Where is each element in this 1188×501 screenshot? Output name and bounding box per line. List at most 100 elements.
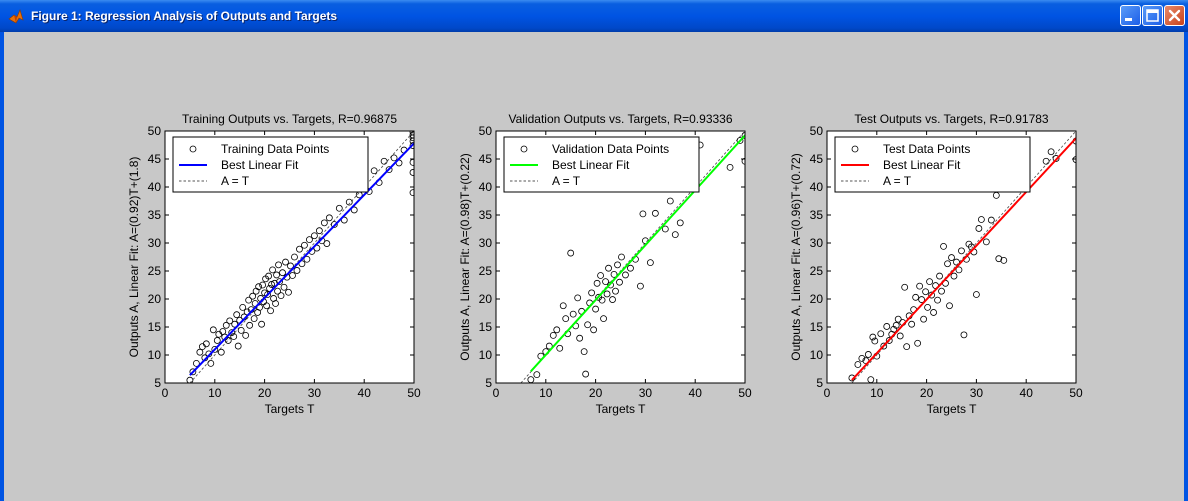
data-point bbox=[880, 342, 888, 350]
data-point bbox=[370, 167, 378, 175]
data-point bbox=[239, 303, 247, 311]
y-tick-label: 50 bbox=[479, 124, 493, 138]
y-tick-label: 5 bbox=[816, 376, 823, 390]
data-point bbox=[226, 317, 234, 325]
x-tick-label: 30 bbox=[970, 386, 984, 400]
data-point bbox=[869, 333, 877, 341]
data-point bbox=[592, 305, 599, 313]
data-point bbox=[637, 282, 644, 290]
x-tick-label: 20 bbox=[258, 386, 272, 400]
data-point bbox=[930, 309, 937, 316]
data-point bbox=[953, 258, 960, 266]
data-point bbox=[233, 311, 241, 319]
data-point bbox=[279, 269, 286, 277]
data-point bbox=[598, 296, 606, 304]
data-point bbox=[545, 342, 553, 350]
legend[interactable]: Test Data Points Best Linear Fit A = T bbox=[834, 136, 1031, 193]
data-point bbox=[858, 354, 866, 362]
data-point bbox=[234, 342, 242, 350]
data-point bbox=[569, 310, 577, 318]
y-tick-label: 35 bbox=[479, 208, 493, 222]
y-tick-label: 30 bbox=[810, 236, 824, 250]
close-button[interactable] bbox=[1164, 5, 1185, 26]
minimize-button[interactable] bbox=[1120, 5, 1141, 26]
data-point bbox=[602, 278, 609, 286]
data-point bbox=[960, 331, 968, 339]
legend-marker-points bbox=[851, 145, 859, 153]
data-point bbox=[950, 272, 958, 280]
data-point bbox=[249, 292, 257, 300]
legend-entry: Validation Data Points bbox=[552, 142, 669, 156]
data-point bbox=[584, 321, 592, 329]
data-point bbox=[603, 290, 611, 298]
legend-marker-points bbox=[189, 145, 197, 153]
x-tick-label: 30 bbox=[308, 386, 322, 400]
data-point bbox=[282, 258, 289, 266]
x-axis-label: Targets T bbox=[927, 402, 977, 416]
data-point bbox=[973, 291, 980, 298]
data-point bbox=[350, 206, 358, 214]
data-point bbox=[934, 296, 941, 304]
data-point bbox=[666, 197, 674, 205]
data-point bbox=[280, 283, 288, 291]
data-point bbox=[580, 348, 588, 356]
data-point bbox=[1052, 155, 1060, 162]
data-point bbox=[222, 321, 230, 329]
data-point bbox=[871, 337, 879, 345]
data-point bbox=[938, 287, 945, 295]
data-point bbox=[301, 241, 308, 249]
data-point bbox=[605, 264, 612, 272]
y-tick-label: 50 bbox=[810, 124, 824, 138]
x-tick-label: 40 bbox=[689, 386, 703, 400]
minimize-icon bbox=[1125, 18, 1132, 21]
data-points bbox=[848, 137, 1076, 383]
x-tick-label: 50 bbox=[738, 386, 752, 400]
legend-entry: Best Linear Fit bbox=[221, 158, 299, 172]
data-point bbox=[975, 225, 983, 232]
data-point bbox=[726, 163, 734, 171]
data-point bbox=[265, 272, 272, 280]
x-tick-label: 30 bbox=[639, 386, 653, 400]
y-tick-label: 15 bbox=[810, 320, 824, 334]
data-point bbox=[291, 253, 298, 261]
data-point bbox=[651, 209, 659, 217]
data-point bbox=[277, 292, 285, 300]
data-points bbox=[527, 132, 745, 383]
legend-entry: A = T bbox=[883, 174, 912, 188]
data-point bbox=[559, 302, 567, 310]
y-tick-label: 20 bbox=[148, 292, 162, 306]
x-tick-label: 40 bbox=[1020, 386, 1034, 400]
x-tick-label: 0 bbox=[824, 386, 831, 400]
data-point bbox=[864, 351, 872, 358]
legend-entry: Training Data Points bbox=[221, 142, 329, 156]
maximize-button[interactable] bbox=[1142, 5, 1163, 26]
data-point bbox=[894, 315, 902, 323]
data-point bbox=[207, 359, 215, 367]
legend[interactable]: Validation Data Points Best Linear Fit A =… bbox=[503, 136, 700, 193]
data-point bbox=[258, 320, 266, 328]
data-point bbox=[926, 278, 933, 286]
y-tick-label: 40 bbox=[148, 180, 162, 194]
data-point bbox=[209, 326, 217, 334]
x-tick-label: 10 bbox=[208, 386, 222, 400]
legend[interactable]: Training Data Points Best Linear Fit A = T bbox=[172, 136, 369, 193]
data-point bbox=[272, 300, 279, 307]
chart-title: Test Outputs vs. Targets, R=0.91783 bbox=[854, 112, 1049, 126]
data-point bbox=[916, 282, 924, 290]
test-regression-chart: 0 10 20 30 40 50 5 10 15 20 25 30 35 40 45 50 Test Outpu… bbox=[789, 112, 1083, 416]
title-bar[interactable]: Figure 1: Regression Analysis of Outputs… bbox=[0, 0, 1188, 32]
data-point bbox=[639, 210, 647, 218]
data-point bbox=[982, 238, 990, 246]
data-point bbox=[936, 272, 943, 280]
y-tick-label: 35 bbox=[148, 208, 162, 222]
legend-entry: A = T bbox=[552, 174, 581, 188]
data-point bbox=[192, 359, 200, 367]
data-point bbox=[896, 332, 904, 340]
data-point bbox=[553, 326, 561, 334]
training-regression-chart: 0 10 20 30 40 50 5 10 15 20 25 30 35 40 45 50 Training O… bbox=[127, 112, 421, 416]
data-point bbox=[269, 266, 276, 274]
data-point bbox=[600, 315, 607, 323]
data-point bbox=[609, 296, 616, 303]
data-point bbox=[944, 260, 951, 268]
data-point bbox=[276, 278, 283, 286]
